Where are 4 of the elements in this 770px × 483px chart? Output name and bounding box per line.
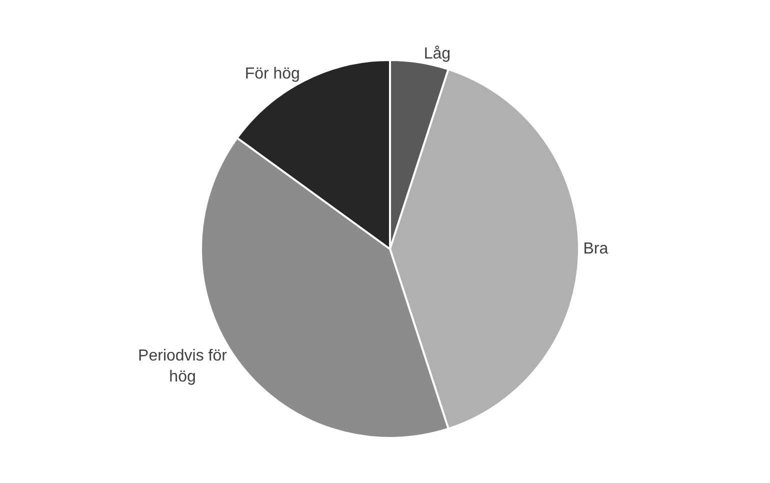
- slice-label: Periodvis för hög: [138, 348, 228, 386]
- slice-label: Låg: [424, 46, 451, 63]
- slice-label: För hög: [244, 65, 300, 82]
- slice-label: Bra: [583, 240, 608, 258]
